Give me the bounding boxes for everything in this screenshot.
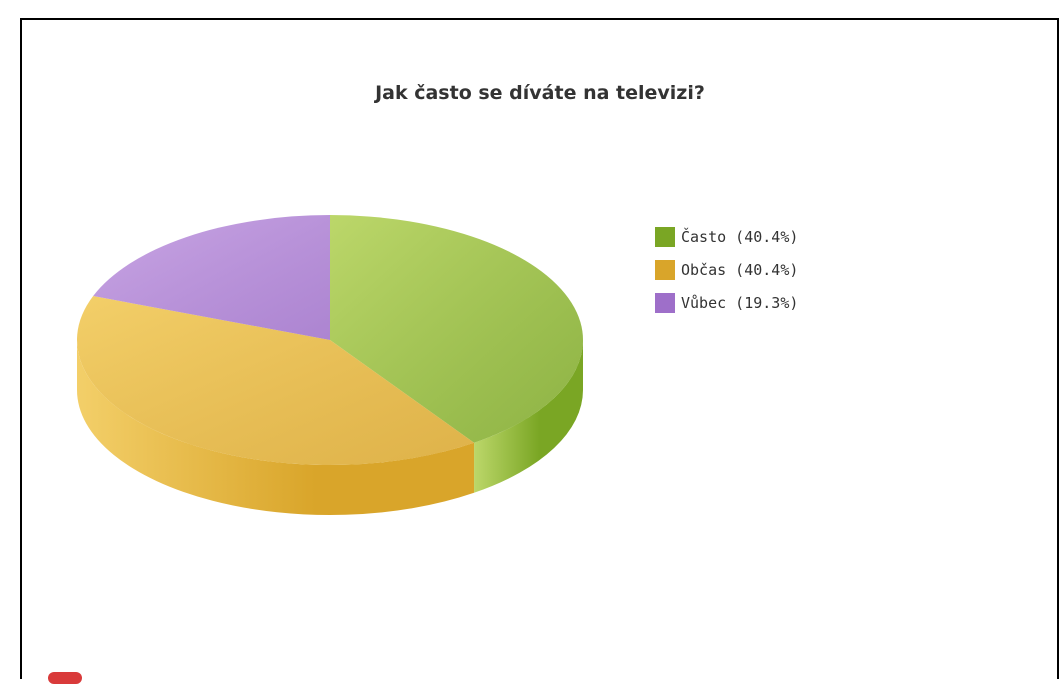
pie-slice-často[interactable]	[330, 215, 583, 443]
pie-slice-side-často	[474, 340, 583, 493]
legend-swatch	[655, 292, 675, 313]
legend-item-casto[interactable]: Často (40.4%)	[655, 220, 798, 253]
legend-item-vubec[interactable]: Vůbec (19.3%)	[655, 286, 798, 319]
chart-legend: Často (40.4%) Občas (40.4%) Vůbec (19.3%…	[655, 220, 798, 319]
legend-swatch	[655, 259, 675, 280]
pie-chart	[76, 215, 583, 515]
legend-label: Občas (40.4%)	[681, 260, 799, 279]
legend-item-obcas[interactable]: Občas (40.4%)	[655, 253, 798, 286]
pie-slice-občas[interactable]	[77, 296, 475, 465]
legend-swatch	[655, 226, 675, 247]
legend-label: Často (40.4%)	[681, 227, 799, 246]
chart-title: Jak často se díváte na televizi?	[375, 82, 705, 104]
legend-label: Vůbec (19.3%)	[681, 293, 799, 312]
pie-slice-vůbec[interactable]	[93, 215, 330, 340]
pie-slice-side-občas	[76, 340, 475, 515]
corner-badge	[48, 672, 82, 684]
